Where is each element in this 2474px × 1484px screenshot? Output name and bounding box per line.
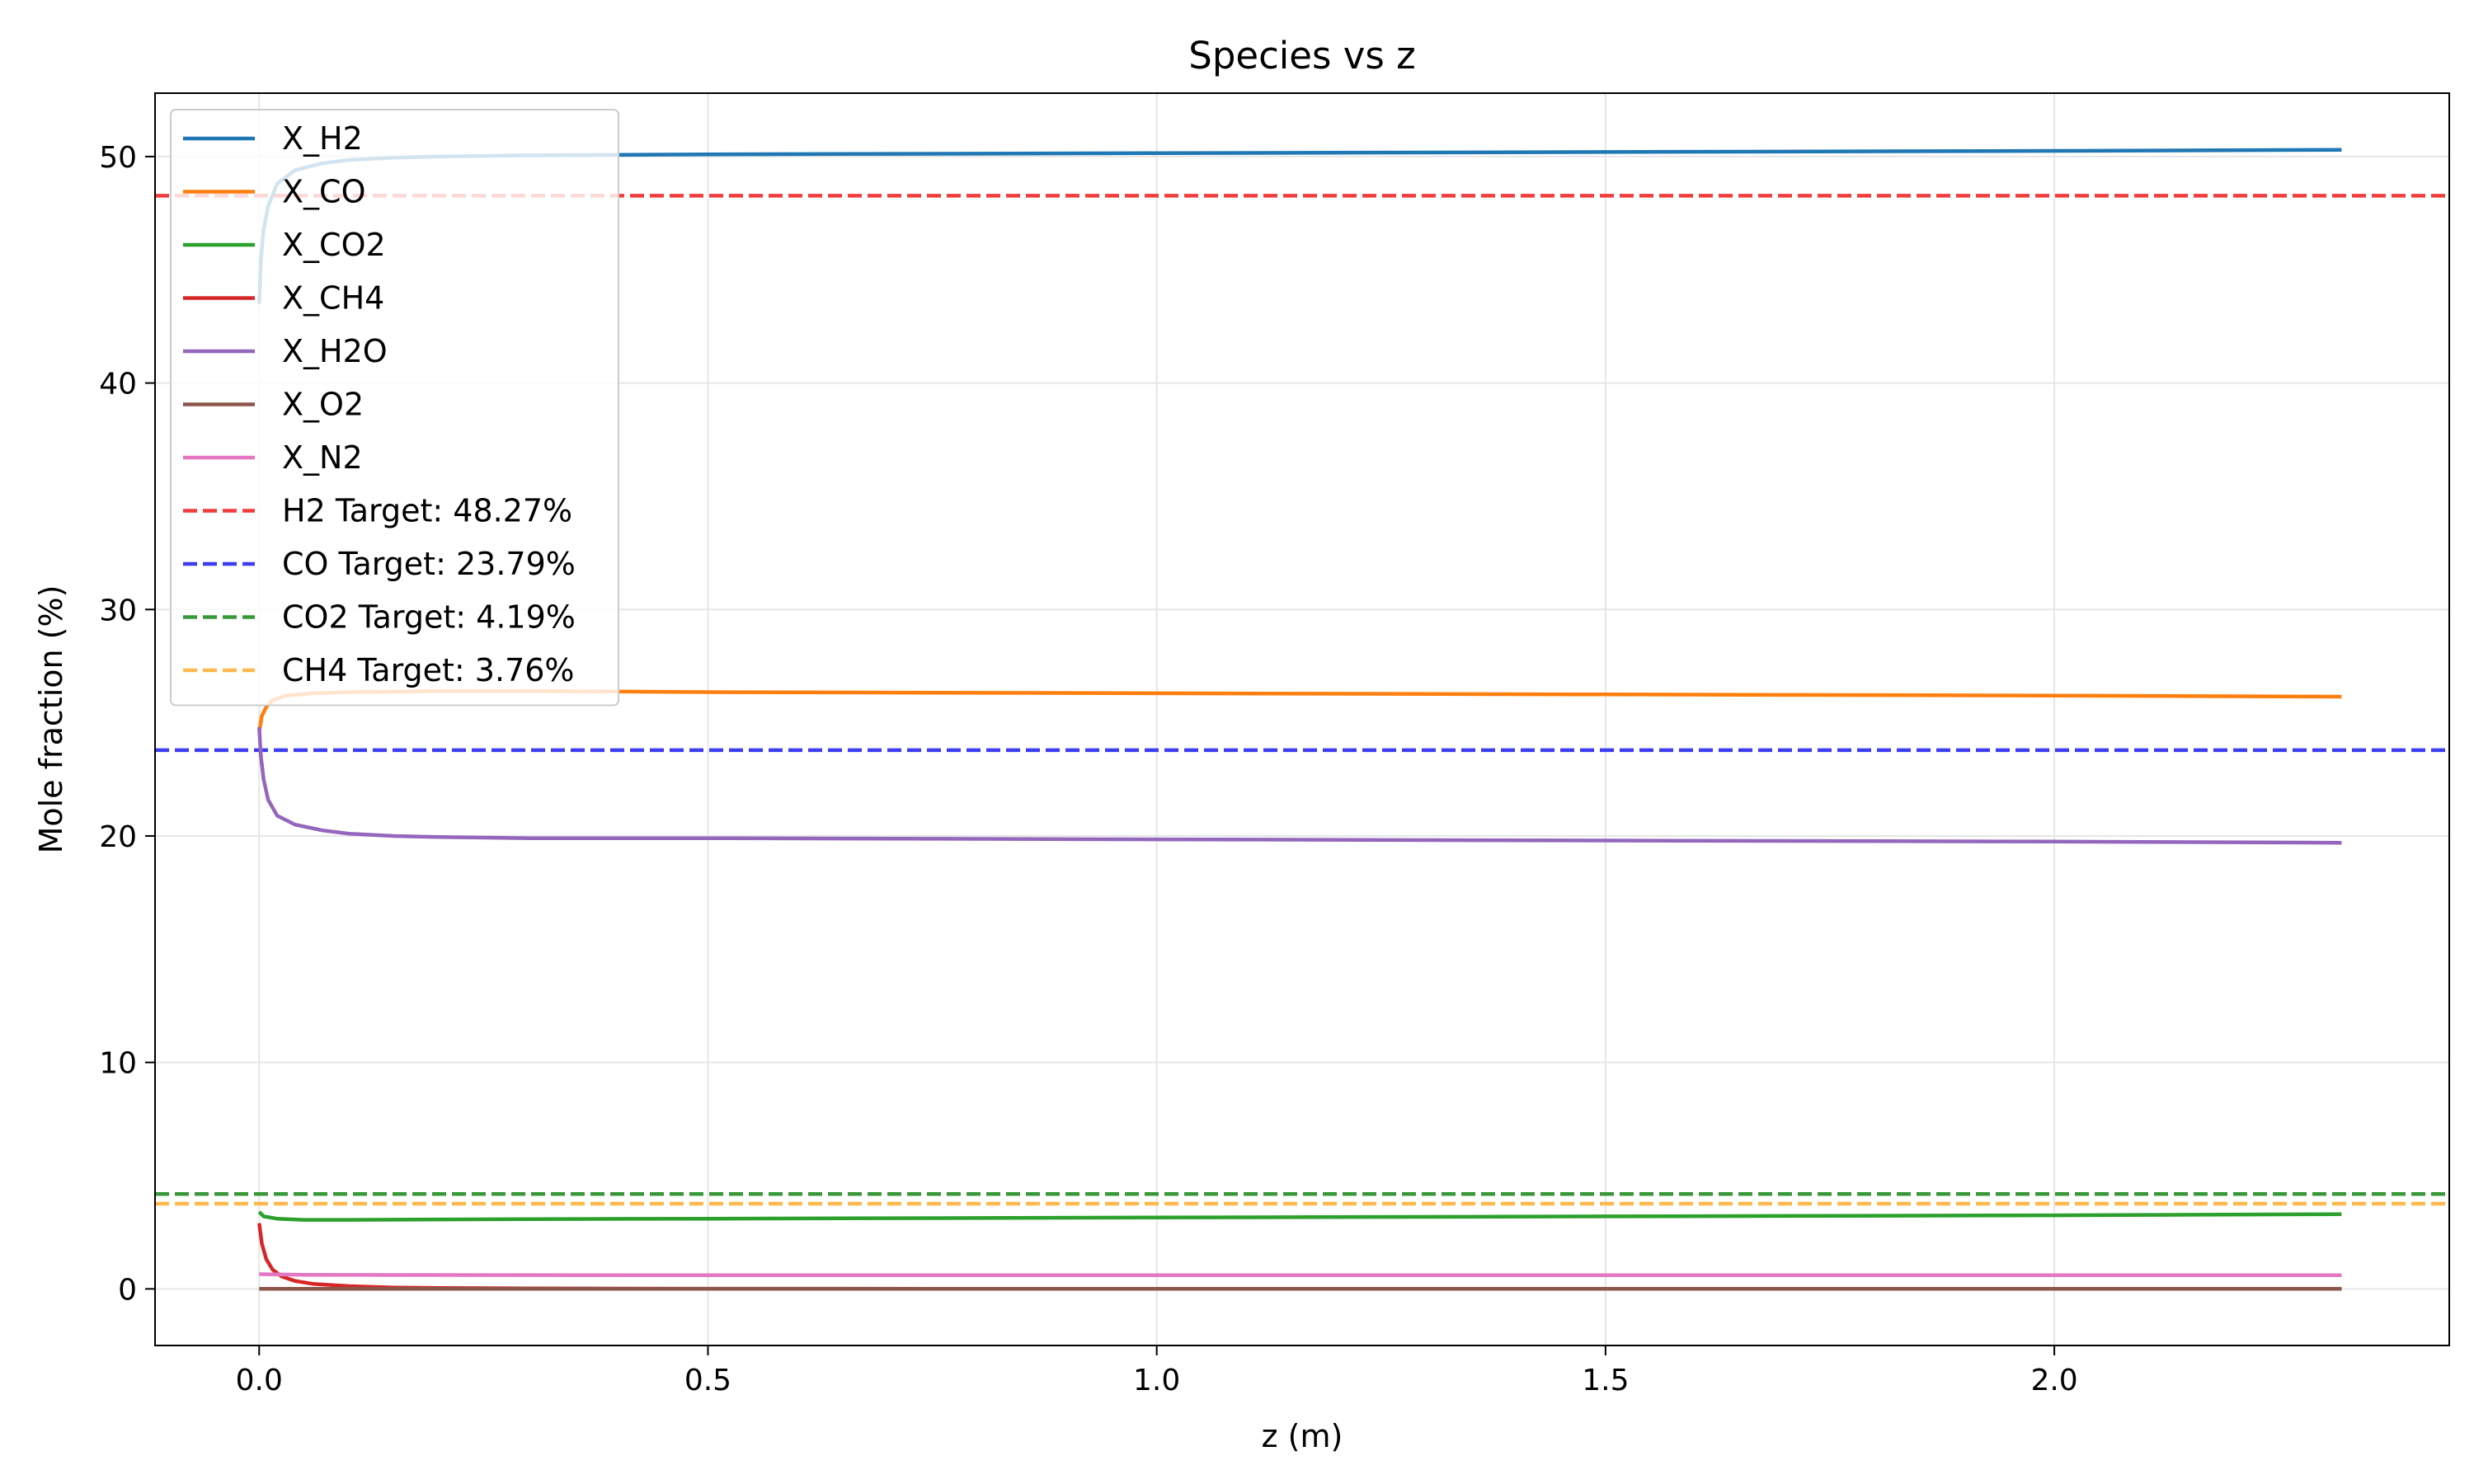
x-tick-label: 2.0 [2030, 1364, 2077, 1397]
legend: X_H2 X_CO X_CO2 X_CH4 X_H2O X_O2 X_N2 H2 Target… [170, 109, 619, 707]
series-line-x-h2o [257, 726, 2342, 845]
legend-label: X_O2 [282, 387, 364, 423]
series-line-x-co2 [257, 1210, 2342, 1222]
legend-label: X_H2O [282, 333, 388, 369]
x-tick-label: 0.5 [684, 1364, 731, 1397]
x-axis-ticks: 0.0 0.5 1.0 1.5 2.0 [236, 1345, 2078, 1397]
legend-label: X_N2 [282, 439, 363, 476]
legend-label: X_CO2 [282, 227, 386, 263]
x-tick-label: 0.0 [236, 1364, 283, 1397]
legend-label: CH4 Target: 3.76% [282, 652, 575, 688]
y-tick-label: 30 [99, 594, 137, 627]
x-tick-label: 1.5 [1582, 1364, 1629, 1397]
legend-label: CO2 Target: 4.19% [282, 599, 576, 636]
x-axis-title: z (m) [1262, 1418, 1343, 1454]
legend-frame [170, 109, 619, 707]
y-axis-title: Mole fraction (%) [33, 585, 69, 854]
legend-label: X_CH4 [282, 280, 384, 317]
y-axis-ticks: 0 10 20 30 40 50 [99, 141, 155, 1307]
plot-frame [154, 92, 2450, 1346]
legend-label: H2 Target: 48.27% [282, 493, 572, 529]
legend-label: CO Target: 23.79% [282, 546, 576, 582]
y-tick-label: 20 [99, 820, 137, 854]
x-tick-label: 1.0 [1133, 1364, 1180, 1397]
legend-label: X_CO [282, 174, 365, 210]
y-tick-label: 0 [118, 1273, 137, 1307]
legend-label: X_H2 [282, 120, 363, 157]
y-tick-label: 40 [99, 368, 137, 402]
y-tick-label: 10 [99, 1047, 137, 1081]
chart-title: Species vs z [1188, 34, 1416, 77]
y-tick-label: 50 [99, 141, 137, 175]
